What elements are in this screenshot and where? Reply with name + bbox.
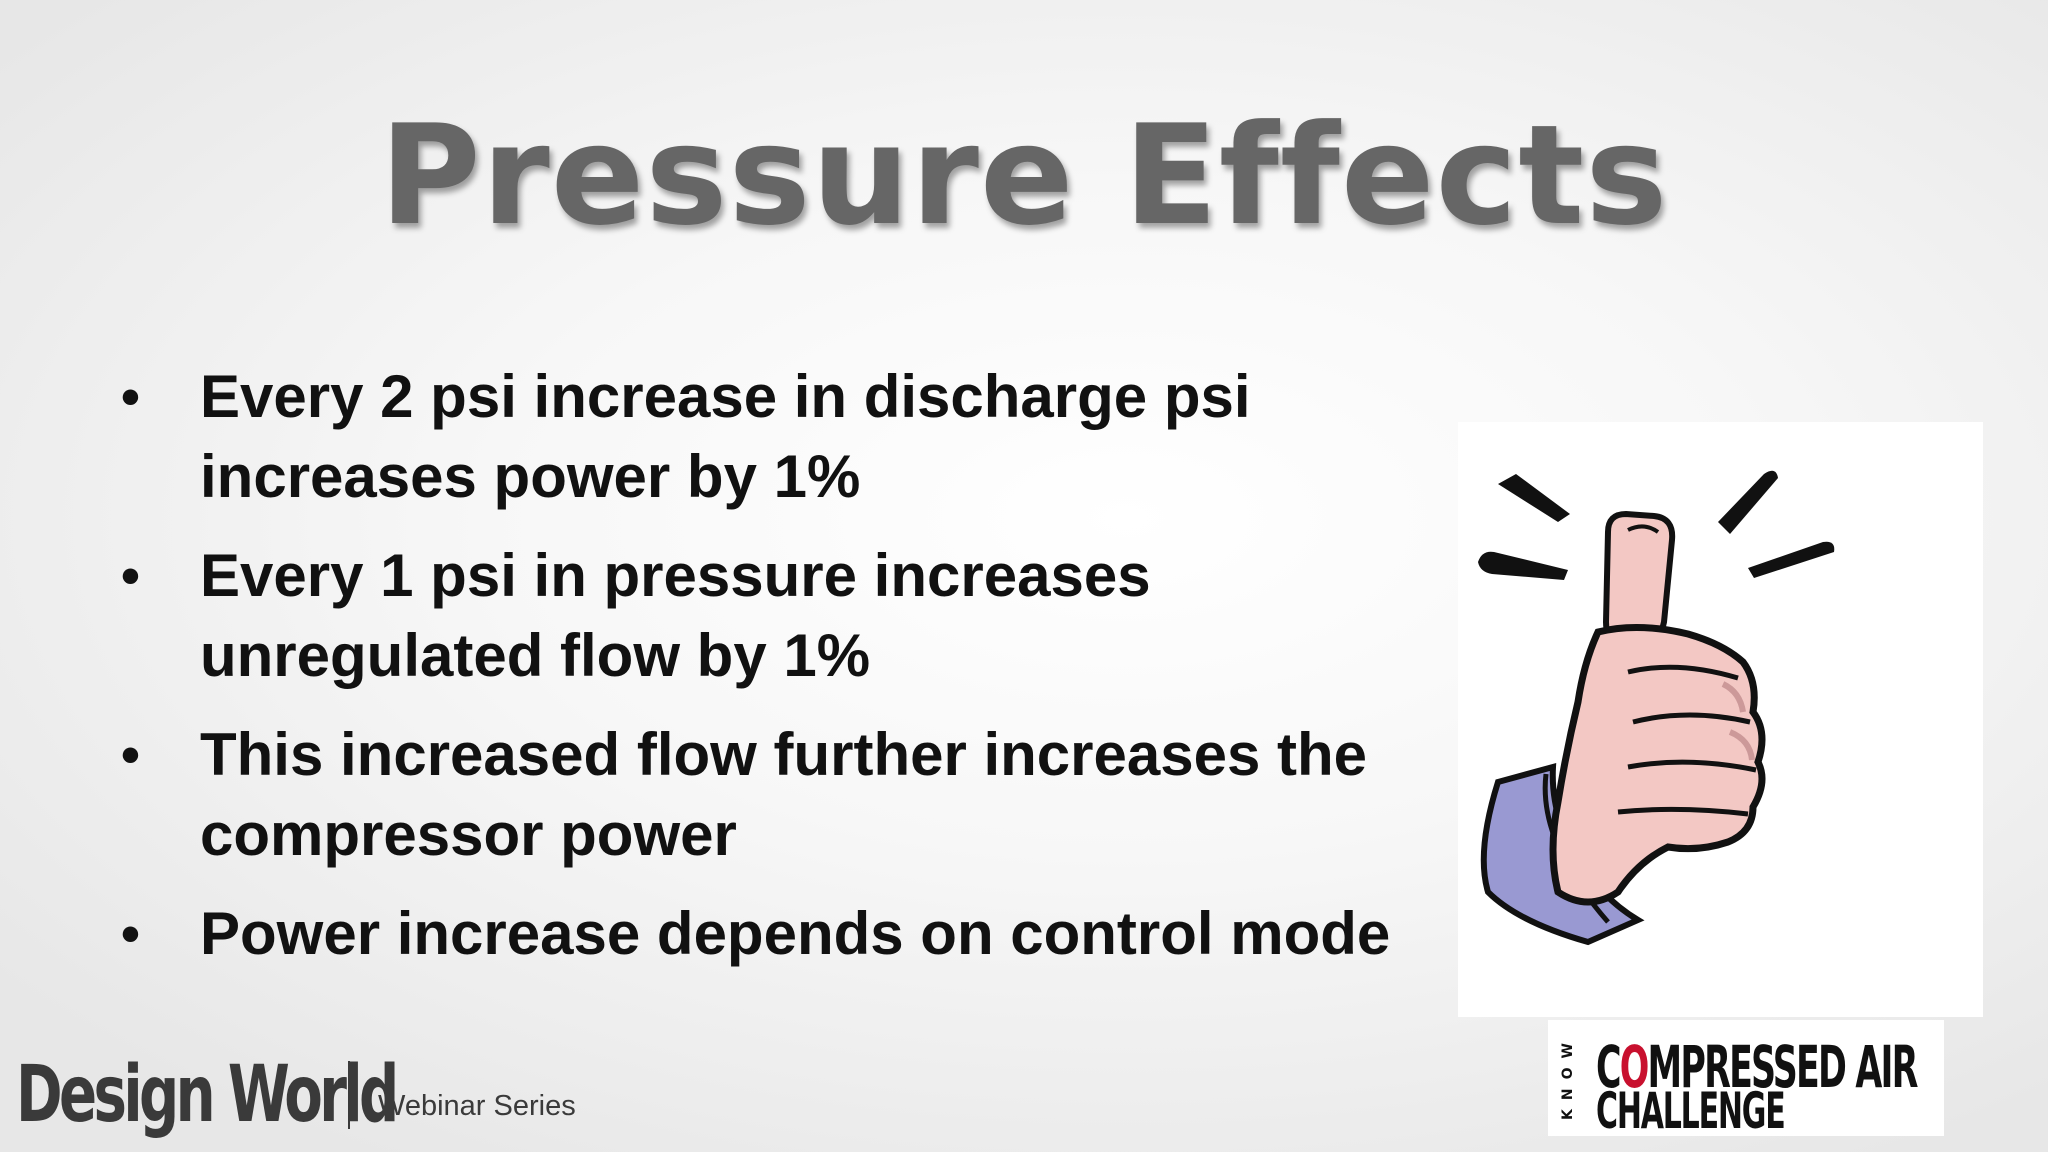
cac-rest: MPRESSED AIR [1647,1033,1919,1101]
webinar-series-label: Webinar Series [378,1089,576,1122]
design-world-logo: Design World [16,1050,399,1140]
thumbs-up-icon [1478,470,1835,946]
footer-divider [348,1061,350,1129]
illustration-frame [1458,422,1983,1017]
bullet-item: Power increase depends on control mode [0,894,1400,974]
compressed-air-challenge-logo: KNOW COMPRESSED AIR CHALLENGE [1548,1020,1944,1136]
cac-o-accent: O [1619,1033,1650,1101]
cac-c: C [1596,1033,1622,1101]
bullet-item: This increased flow further increases th… [0,715,1400,875]
cac-know-text: KNOW [1560,1034,1576,1120]
bullet-list: Every 2 psi increase in discharge psi in… [0,357,1400,977]
cac-line2: CHALLENGE [1596,1082,1786,1140]
bullet-item: Every 1 psi in pressure increases unregu… [0,536,1400,696]
slide-title: Pressure Effects [379,95,1669,256]
footer-branding: Design World Webinar Series [16,1050,576,1140]
cac-line1: COMPRESSED AIR [1596,1038,1918,1096]
bullet-item: Every 2 psi increase in discharge psi in… [0,357,1400,517]
